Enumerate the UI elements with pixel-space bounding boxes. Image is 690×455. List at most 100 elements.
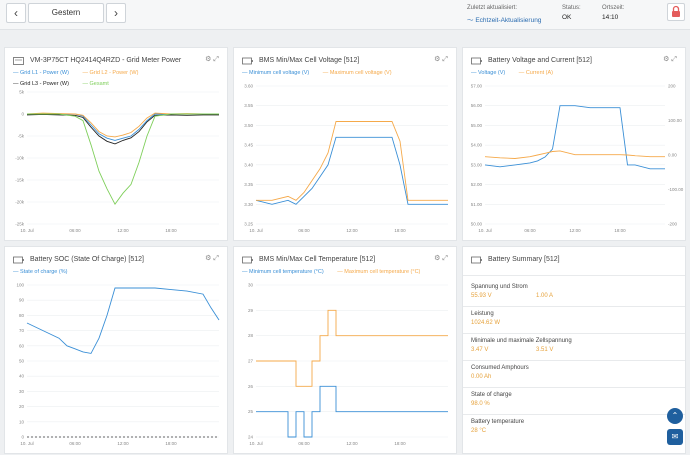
divider <box>463 414 685 415</box>
y-tick-label: 3.35 <box>244 182 253 187</box>
summary-value: 3.51 V <box>536 347 554 353</box>
x-tick-label: 18:00 <box>394 441 406 446</box>
panel-title: BMS Min/Max Cell Temperature [512] <box>259 256 376 263</box>
settings-icon[interactable]: ⚙ <box>205 56 214 63</box>
series-line <box>27 113 219 206</box>
summary-row: State of charge 98.0 % <box>471 392 671 412</box>
y-tick-label: 30 <box>248 283 254 288</box>
summary-value: 3.47 V <box>471 347 489 353</box>
battery-vc-chart: 57.00 56.00 55.00 54.00 53.00 52.00 51.00 50.00… <box>471 84 684 234</box>
x-tick-label: 06:00 <box>298 228 310 233</box>
next-day-button[interactable]: › <box>106 3 126 23</box>
legend-item[interactable]: — State of charge (%) <box>13 269 68 275</box>
panel-title: Battery Summary [512] <box>488 256 560 263</box>
date-selector[interactable]: Gestern <box>28 3 104 23</box>
panel-controls: ⚙⤢ <box>205 254 221 263</box>
settings-icon[interactable]: ⚙ <box>663 56 672 63</box>
scroll-up-button[interactable]: ⌃ <box>667 408 683 424</box>
y-tick-label: 51.00 <box>471 202 483 207</box>
x-tick-label: 10. Jul <box>478 228 491 233</box>
help-button[interactable]: ✉ <box>667 429 683 445</box>
y-tick-label: 0 <box>21 112 24 117</box>
legend-item[interactable]: — Grid L1 - Power (W) <box>13 70 69 76</box>
panel-controls: ⚙⤢ <box>434 254 450 263</box>
series-line <box>255 136 448 205</box>
chevron-up-icon: ⌃ <box>671 411 679 420</box>
y2-tick-label: -100.00 <box>668 187 684 192</box>
series-line <box>27 113 219 141</box>
y-tick-label: 60 <box>19 343 25 348</box>
summary-value: 1.00 A <box>536 293 554 299</box>
y-tick-label: 3.50 <box>244 123 253 128</box>
divider <box>463 360 685 361</box>
y-tick-label: 80 <box>19 313 25 318</box>
lock-icon <box>672 5 680 17</box>
y-tick-label: 100 <box>16 283 24 288</box>
y-tick-label: 54.00 <box>471 143 483 148</box>
y-tick-label: 50 <box>19 359 25 364</box>
summary-value: 0.00 Ah <box>471 374 492 380</box>
legend-item[interactable]: — Minimum cell temperature (°C) <box>242 269 324 275</box>
meter-icon <box>13 57 24 65</box>
expand-icon[interactable]: ⤢ <box>671 56 679 63</box>
chevron-left-icon: ‹ <box>14 6 18 20</box>
panel-grid-meter: VM-3P75CT HQ2414Q4RZD - Grid Meter Power… <box>4 47 228 241</box>
legend-item[interactable]: — Minimum cell voltage (V) <box>242 70 310 76</box>
panel-soc: Battery SOC (State Of Charge) [512] ⚙⤢ —… <box>4 246 228 454</box>
y-tick-label: 3.45 <box>244 143 253 148</box>
x-tick-label: 06:00 <box>524 228 536 233</box>
series-line <box>256 309 448 387</box>
x-tick-label: 06:00 <box>298 441 310 446</box>
summary-row: Consumed Amphours 0.00 Ah <box>471 365 671 385</box>
legend-item[interactable]: — Voltage (V) <box>471 70 506 76</box>
divider <box>463 275 685 276</box>
y2-tick-label: 200 <box>668 84 676 89</box>
prev-day-button[interactable]: ‹ <box>6 3 26 23</box>
chart-legend: — Minimum cell voltage (V) — Maximum cel… <box>242 70 404 76</box>
y-tick-label: 90 <box>19 298 25 303</box>
top-bar: ‹ Gestern › Zuletzt aktualisiert: 〜 Echt… <box>0 0 690 30</box>
y-tick-label: 0 <box>21 435 24 440</box>
expand-icon[interactable]: ⤢ <box>213 56 221 63</box>
chart-legend: — Grid L1 - Power (W) — Grid L2 - Power … <box>13 70 150 76</box>
series-line <box>26 112 219 138</box>
series-line <box>484 105 665 170</box>
summary-label: Leistung <box>471 311 494 317</box>
x-tick-label: 18:00 <box>614 228 626 233</box>
y-tick-label: 28 <box>248 333 254 338</box>
summary-row: Minimale und maximale Zellspannung 3.47 … <box>471 338 671 358</box>
summary-row: Battery temperature 28 °C <box>471 419 671 439</box>
realtime-toggle[interactable]: 〜 Echtzeit-Aktualisierung <box>467 17 542 24</box>
settings-icon[interactable]: ⚙ <box>205 255 214 262</box>
legend-item[interactable]: — Maximum cell temperature (°C) <box>337 269 421 275</box>
legend-item[interactable]: — Current (A) <box>518 70 554 76</box>
chart-legend: — Voltage (V) — Current (A) <box>471 70 565 76</box>
settings-icon[interactable]: ⚙ <box>434 56 443 63</box>
x-tick-label: 18:00 <box>394 228 406 233</box>
y-tick-label: 3.40 <box>244 162 253 167</box>
legend-item[interactable]: — Grid L2 - Power (W) <box>82 70 139 76</box>
chart-legend: — Minimum cell temperature (°C) — Maximu… <box>242 269 432 275</box>
summary-label: Minimale und maximale Zellspannung <box>471 338 572 344</box>
y-tick-label: 5k <box>19 90 25 95</box>
localtime-value: 14:10 <box>602 14 619 21</box>
chevron-right-icon: › <box>114 6 118 20</box>
y2-tick-label: 0.00 <box>668 153 677 158</box>
battery-icon <box>471 57 482 65</box>
panel-battery-voltage-current: Battery Voltage and Current [512] ⚙⤢ — V… <box>462 47 686 241</box>
panel-title: BMS Min/Max Cell Voltage [512] <box>259 57 360 64</box>
legend-item[interactable]: — Maximum cell voltage (V) <box>322 70 392 76</box>
y-tick-label: 3.55 <box>244 103 253 108</box>
expand-icon[interactable]: ⤢ <box>442 56 450 63</box>
y-tick-label: 52.00 <box>471 182 483 187</box>
expand-icon[interactable]: ⤢ <box>442 255 450 262</box>
legend-item[interactable]: — Grid L3 - Power (W) <box>13 81 69 87</box>
settings-icon[interactable]: ⚙ <box>434 255 443 262</box>
y-tick-label: 30 <box>19 389 25 394</box>
legend-item[interactable]: — Gesamt <box>82 81 109 87</box>
expand-icon[interactable]: ⤢ <box>213 255 221 262</box>
summary-row: Spannung und Strom 55.93 V 1.00 A <box>471 284 671 304</box>
lock-button[interactable] <box>667 3 685 21</box>
